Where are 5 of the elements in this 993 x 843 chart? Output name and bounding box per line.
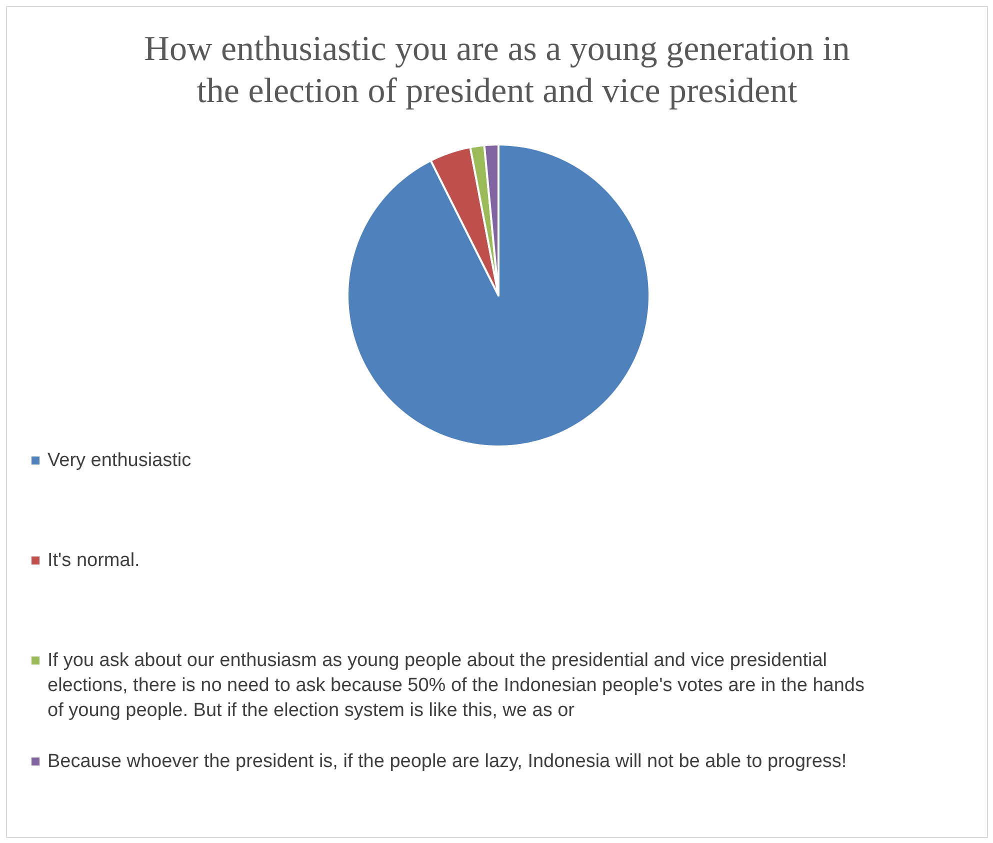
- legend-label: It's normal.: [48, 550, 140, 571]
- legend-label: Very enthusiastic: [48, 450, 192, 471]
- legend-label: If you ask about our enthusiasm as young people about the presidential and vice presidential elections, there is no need to ask because 50% of the Indonesian people's votes are in the hands of young people. But if the election system is like this, we as or: [48, 650, 864, 721]
- chart-title: How enthusiastic you are as a young generation in the election of president and vice president: [144, 29, 850, 110]
- legend-label: Because whoever the president is, if the people are lazy, Indonesia will not be able to progress!: [48, 751, 847, 772]
